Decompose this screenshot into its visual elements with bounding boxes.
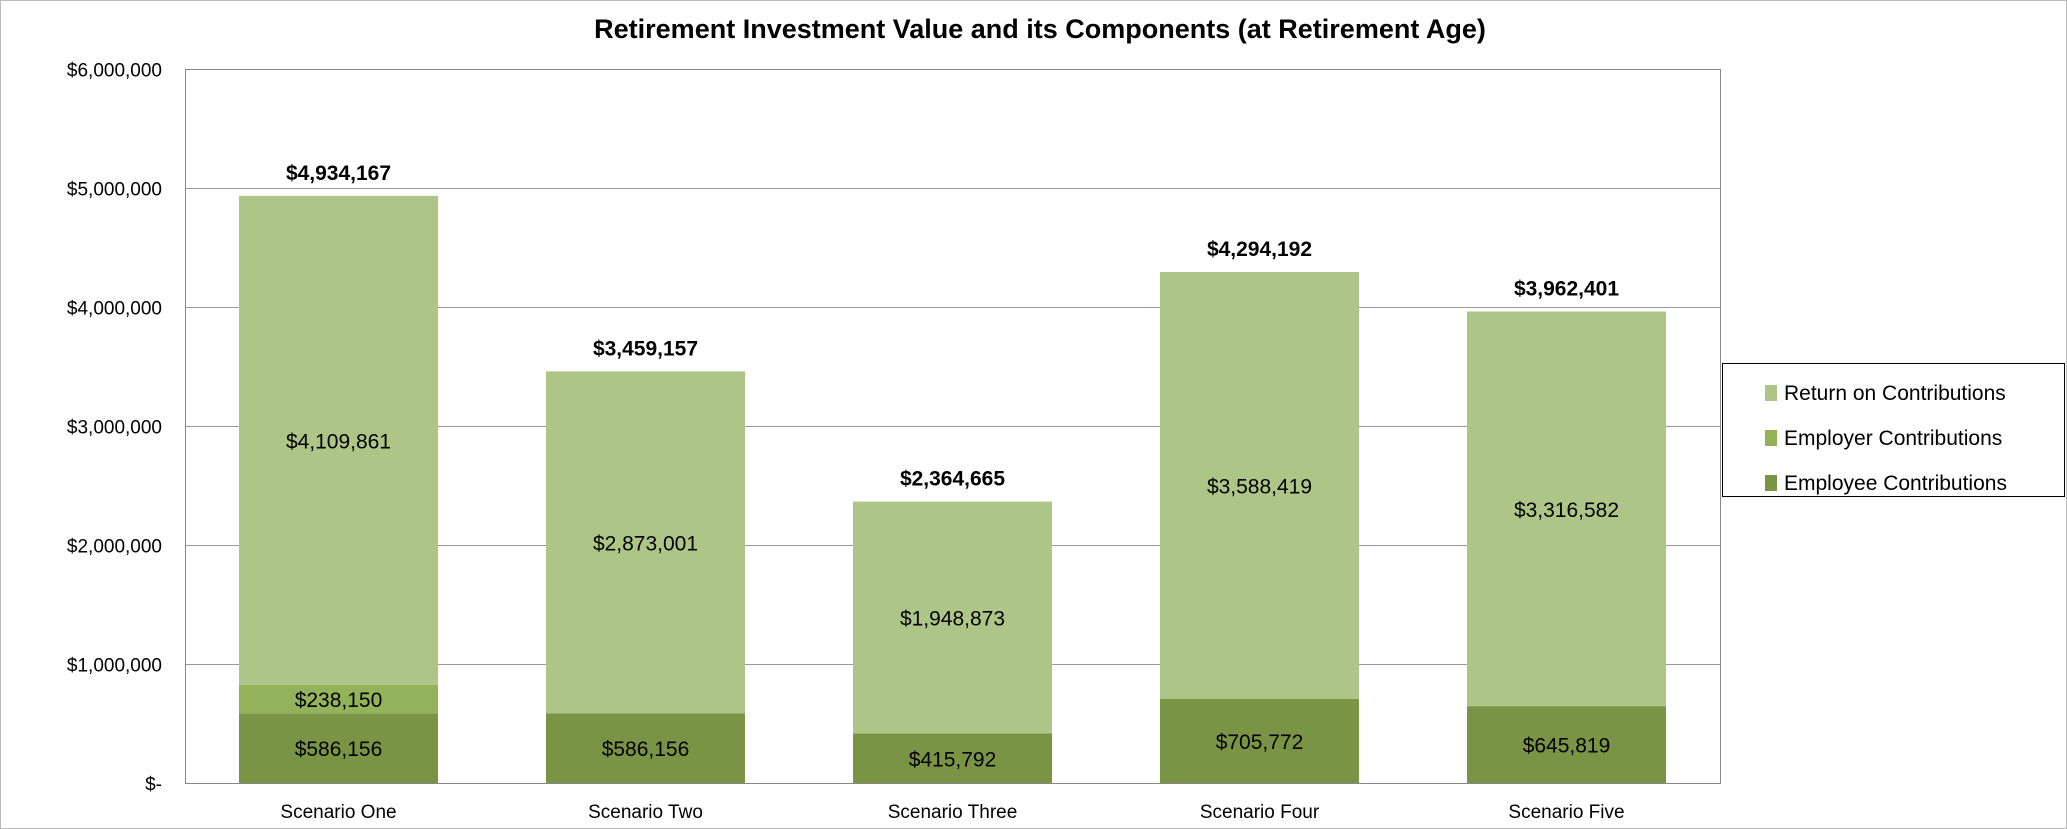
total-label: $3,459,157 — [593, 337, 698, 360]
y-tick-label: $2,000,000 — [67, 537, 162, 558]
legend-label: Employee Contributions — [1784, 472, 2007, 495]
total-label-bg — [1201, 231, 1318, 264]
plot-area-border — [185, 69, 1721, 784]
data-label: $3,588,419 — [1207, 476, 1312, 499]
data-label: $1,948,873 — [900, 608, 1005, 631]
total-label: $3,962,401 — [1514, 277, 1619, 300]
data-label: $2,873,001 — [593, 532, 698, 555]
total-label-bg — [894, 461, 1011, 494]
legend-label: Employer Contributions — [1784, 427, 2002, 450]
legend-swatch — [1765, 475, 1777, 491]
bar-segment — [546, 713, 745, 783]
bar-stack: $586,156 $238,150 $4,109,861 $4,934,167 Scen… — [239, 155, 438, 823]
total-label: $4,294,192 — [1207, 238, 1312, 261]
bar-segment — [239, 195, 438, 685]
y-tick-label: $1,000,000 — [67, 656, 162, 677]
data-label: $645,819 — [1523, 735, 1611, 758]
total-label: $4,934,167 — [286, 162, 391, 185]
data-label: $238,150 — [295, 689, 383, 712]
y-tick-label: $3,000,000 — [67, 418, 162, 439]
bar-segment — [546, 371, 745, 714]
legend-label: Return on Contributions — [1784, 382, 2006, 405]
data-label: $586,156 — [602, 738, 690, 761]
total-label-bg — [280, 155, 397, 188]
x-tick-label: Scenario One — [280, 802, 396, 823]
legend-box — [1722, 363, 2065, 497]
x-tick-label: Scenario Two — [588, 802, 703, 823]
bar-segment — [1467, 706, 1666, 783]
legend: Return on Contributions Employer Contribu… — [1722, 363, 2065, 497]
y-tick-label: $- — [145, 775, 162, 796]
x-tick-label: Scenario Four — [1200, 802, 1320, 823]
data-label: $705,772 — [1216, 731, 1304, 754]
y-tick-label: $4,000,000 — [67, 299, 162, 320]
y-tick-label: $5,000,000 — [67, 180, 162, 201]
y-tick-label: $6,000,000 — [67, 61, 162, 82]
bar-segment — [853, 501, 1052, 734]
bar-segment — [1160, 271, 1359, 700]
legend-swatch — [1765, 385, 1777, 401]
data-label: $4,109,861 — [286, 430, 391, 453]
data-label: $586,156 — [295, 738, 383, 761]
bar-segment — [239, 684, 438, 714]
total-label-bg — [1508, 271, 1625, 304]
data-label: $415,792 — [909, 748, 997, 771]
bar-segment — [239, 713, 438, 783]
data-label: $3,316,582 — [1514, 499, 1619, 522]
bar-segment — [1467, 311, 1666, 707]
legend-swatch — [1765, 430, 1777, 446]
total-label: $2,364,665 — [900, 468, 1005, 491]
bar-segment — [853, 733, 1052, 783]
chart-title: Retirement Investment Value and its Comp… — [594, 14, 1486, 44]
x-tick-label: Scenario Five — [1508, 802, 1624, 823]
x-tick-label: Scenario Three — [888, 802, 1018, 823]
bar-segment — [1160, 699, 1359, 783]
total-label-bg — [587, 331, 704, 364]
